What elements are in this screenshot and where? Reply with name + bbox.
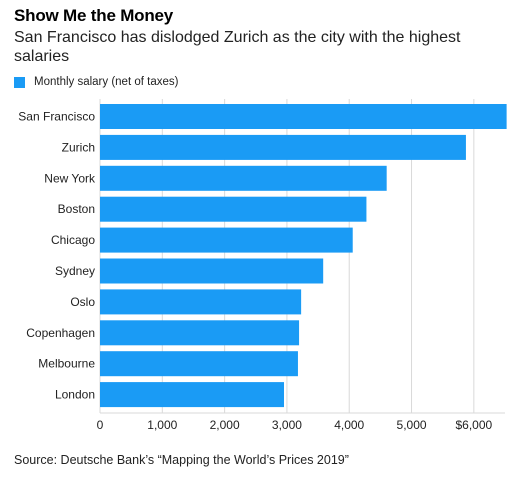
- x-tick-label: 0: [97, 418, 104, 432]
- bar: [100, 382, 284, 408]
- x-tick-label: 1,000: [147, 418, 177, 432]
- category-label: Boston: [58, 202, 95, 216]
- bar: [100, 320, 300, 346]
- legend: Monthly salary (net of taxes): [14, 76, 178, 88]
- category-label: London: [55, 388, 95, 402]
- bar: [100, 227, 353, 253]
- bar: [100, 351, 298, 377]
- x-tick-label: 4,000: [334, 418, 364, 432]
- bar: [100, 104, 507, 129]
- x-tick-label: $6,000: [455, 418, 492, 432]
- category-label: San Francisco: [18, 110, 95, 124]
- chart-subtitle: San Francisco has dislodged Zurich as th…: [14, 29, 461, 65]
- bar: [100, 289, 302, 315]
- source-note: Source: Deutsche Bank’s “Mapping the Wor…: [14, 453, 349, 467]
- chart-title: Show Me the Money: [14, 6, 174, 25]
- x-tick-label: 5,000: [397, 418, 427, 432]
- category-label: New York: [44, 171, 96, 185]
- category-label: Oslo: [70, 295, 95, 309]
- legend-swatch: [14, 76, 25, 88]
- category-label: Melbourne: [38, 357, 95, 371]
- legend-label: Monthly salary (net of taxes): [34, 76, 179, 88]
- category-label: Copenhagen: [26, 326, 95, 340]
- category-label: Chicago: [51, 233, 95, 247]
- bar: [100, 134, 466, 160]
- x-tick-label: 3,000: [272, 418, 302, 432]
- bar: [100, 165, 387, 191]
- bar: [100, 258, 324, 284]
- bar: [100, 196, 367, 222]
- category-label: Zurich: [62, 140, 95, 154]
- category-label: Sydney: [55, 264, 95, 278]
- x-tick-label: 2,000: [210, 418, 240, 432]
